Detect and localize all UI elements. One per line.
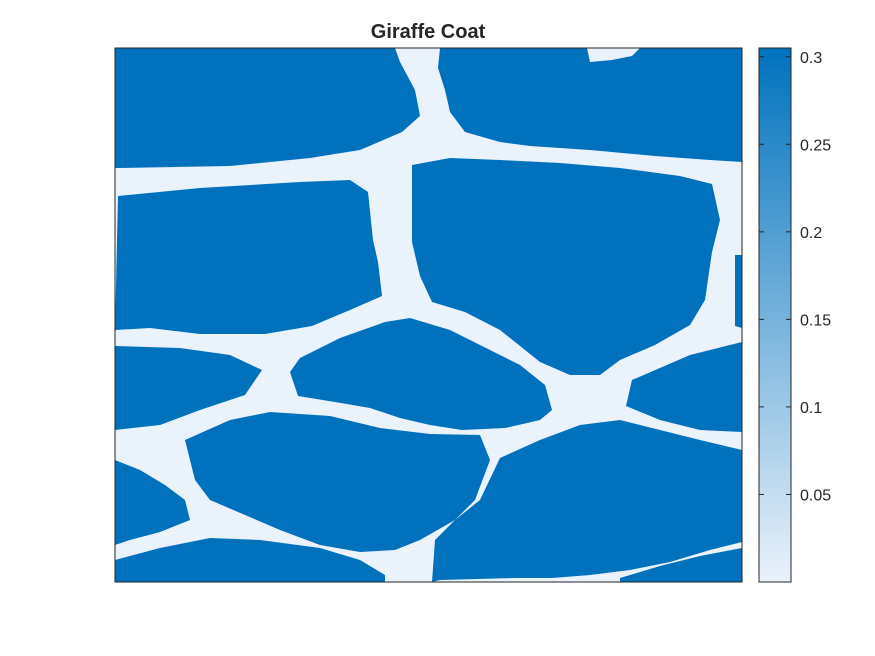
spot-6: [115, 346, 262, 430]
colorbar-gradient: [758, 47, 792, 583]
spot-10: [432, 420, 742, 582]
spot-12: [115, 538, 385, 582]
colorbar-tick-label: 0.25: [800, 137, 831, 154]
chart-title: Giraffe Coat: [371, 21, 486, 43]
colorbar-ticks: 0.05 0.1 0.15 0.2 0.25 0.3: [759, 50, 831, 504]
colorbar-tick-label: 0.1: [800, 400, 822, 417]
spot-8: [626, 342, 742, 432]
colorbar-tick-label: 0.05: [800, 487, 831, 504]
white-notch: [587, 48, 640, 62]
spot-9: [185, 412, 490, 552]
spot-1: [115, 48, 420, 168]
colorbar-tick-label: 0.15: [800, 312, 831, 329]
heatmap-area: [114, 47, 743, 583]
spot-13: [620, 548, 742, 582]
colorbar-tick-label: 0.2: [800, 225, 822, 242]
spot-4: [412, 158, 720, 375]
colorbar: 0.05 0.1 0.15 0.2 0.25 0.3: [758, 47, 831, 583]
colorbar-tick-label: 0.3: [800, 50, 822, 67]
spot-3: [115, 180, 382, 334]
spot-2: [438, 48, 742, 162]
spot-5: [735, 255, 742, 328]
spot-7: [290, 318, 552, 430]
spot-11: [115, 460, 190, 545]
